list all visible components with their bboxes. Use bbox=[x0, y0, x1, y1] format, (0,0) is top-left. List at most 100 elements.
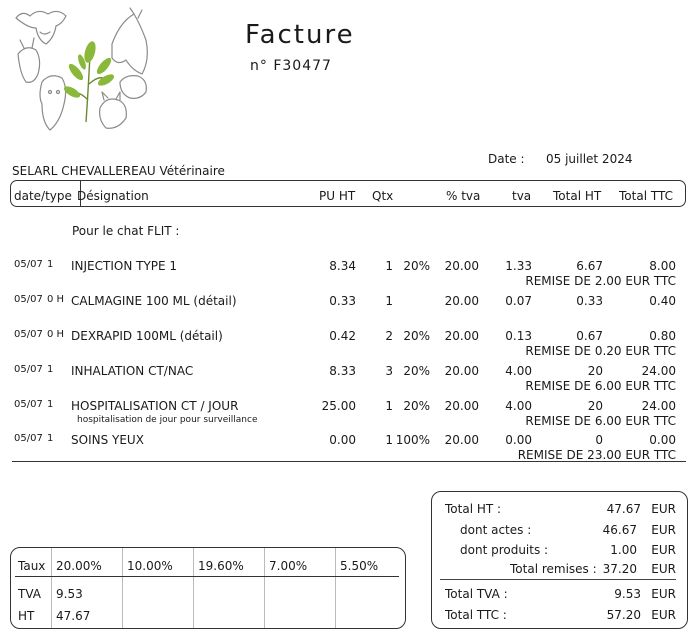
item-designation: SOINS YEUX bbox=[71, 433, 144, 447]
item-pu-ht: 0.42 bbox=[329, 329, 356, 343]
totals-rule bbox=[440, 579, 676, 580]
total-ttc-value: 57.20 bbox=[606, 608, 641, 622]
vat-column-divider bbox=[193, 548, 194, 628]
total-tva-label: Total TVA : bbox=[445, 587, 508, 601]
invoice-date: 05 juillet 2024 bbox=[546, 152, 633, 166]
item-total-ttc: 24.00 bbox=[641, 399, 676, 413]
item-qty: 2 bbox=[385, 329, 393, 343]
vat-tva-value: 9.53 bbox=[56, 587, 83, 601]
item-tva: 1.33 bbox=[505, 259, 532, 273]
currency: EUR bbox=[651, 608, 676, 622]
item-type: 1 bbox=[47, 433, 54, 444]
item-total-ht: 0.67 bbox=[576, 329, 603, 343]
item-type: 1 bbox=[47, 399, 54, 410]
total-ht-value: 47.67 bbox=[606, 502, 641, 516]
item-qty: 1 bbox=[385, 294, 393, 308]
item-qty: 1 bbox=[385, 433, 393, 447]
item-pct-tva: 20.00 bbox=[444, 433, 479, 447]
item-designation: INHALATION CT/NAC bbox=[71, 364, 194, 378]
totals-summary: Total HT : 47.67 EUR dont actes : 46.67 … bbox=[431, 491, 688, 629]
item-pu-ht: 8.34 bbox=[329, 259, 356, 273]
item-date: 05/07 bbox=[14, 433, 43, 444]
currency: EUR bbox=[651, 523, 676, 537]
item-total-ttc: 24.00 bbox=[641, 364, 676, 378]
item-discount: 20% bbox=[403, 364, 430, 378]
column-header: date/type Désignation PU HT Qtx % tva tv… bbox=[10, 180, 686, 207]
item-discount: 100% bbox=[395, 433, 430, 447]
item-type: 1 bbox=[47, 259, 54, 270]
item-qty: 1 bbox=[385, 399, 393, 413]
column-date-type: date/type bbox=[14, 189, 72, 203]
line-item: 05/07 0 H DEXRAPID 100ML (détail) 0.42 2… bbox=[0, 329, 700, 365]
item-type: 0 H bbox=[47, 329, 65, 340]
item-total-ttc: 0.40 bbox=[649, 294, 676, 308]
item-note: hospitalisation de jour pour surveillanc… bbox=[77, 415, 258, 425]
actes-label: dont actes : bbox=[460, 523, 532, 537]
item-total-ht: 6.67 bbox=[576, 259, 603, 273]
column-tva: tva bbox=[512, 189, 532, 203]
item-pct-tva: 20.00 bbox=[444, 399, 479, 413]
vat-column-divider bbox=[51, 548, 52, 628]
vat-column-divider bbox=[335, 548, 336, 628]
item-pu-ht: 0.00 bbox=[329, 433, 356, 447]
vat-ht-value: 47.67 bbox=[56, 609, 91, 623]
currency: EUR bbox=[651, 562, 676, 576]
vat-column-divider bbox=[264, 548, 265, 628]
line-item: 05/07 1 INHALATION CT/NAC 8.33 3 20% 20.… bbox=[0, 364, 700, 400]
vat-ht-label: HT bbox=[18, 609, 35, 623]
item-type: 0 H bbox=[47, 294, 65, 305]
item-pu-ht: 8.33 bbox=[329, 364, 356, 378]
line-item: 05/07 1 INJECTION TYPE 1 8.34 1 20% 20.0… bbox=[0, 259, 700, 295]
remises-value: 37.20 bbox=[602, 562, 637, 576]
line-item: 05/07 1 HOSPITALISATION CT / JOUR hospit… bbox=[0, 399, 700, 435]
item-pu-ht: 0.33 bbox=[329, 294, 356, 308]
item-date: 05/07 bbox=[14, 329, 43, 340]
currency: EUR bbox=[651, 587, 676, 601]
item-tva: 0.00 bbox=[505, 433, 532, 447]
item-date: 05/07 bbox=[14, 364, 43, 375]
item-designation: DEXRAPID 100ML (détail) bbox=[71, 329, 223, 343]
line-item: 05/07 1 SOINS YEUX 0.00 1 100% 20.00 0.0… bbox=[0, 433, 700, 469]
item-remise: REMISE DE 23.00 EUR TTC bbox=[517, 448, 676, 462]
produits-label: dont produits : bbox=[460, 543, 549, 557]
item-remise: REMISE DE 0.20 EUR TTC bbox=[525, 344, 676, 358]
column-pct-tva: % tva bbox=[446, 189, 481, 203]
item-total-ht: 20 bbox=[587, 364, 603, 378]
column-pu-ht: PU HT bbox=[319, 189, 356, 203]
items-bottom-rule bbox=[12, 461, 686, 462]
invoice-title: Facture bbox=[245, 20, 355, 50]
header-divider bbox=[80, 181, 81, 206]
actes-value: 46.67 bbox=[602, 523, 637, 537]
currency: EUR bbox=[651, 543, 676, 557]
total-tva-value: 9.53 bbox=[614, 587, 641, 601]
column-designation: Désignation bbox=[77, 189, 149, 203]
item-pct-tva: 20.00 bbox=[444, 259, 479, 273]
vat-breakdown-table: Taux 20.00% 10.00% 19.60% 7.00% 5.50% TV… bbox=[10, 547, 406, 629]
item-date: 05/07 bbox=[14, 399, 43, 410]
invoice-number: n° F30477 bbox=[250, 58, 332, 74]
total-ttc-label: Total TTC : bbox=[445, 608, 507, 622]
item-discount: 20% bbox=[403, 259, 430, 273]
item-date: 05/07 bbox=[14, 294, 43, 305]
produits-value: 1.00 bbox=[610, 543, 637, 557]
item-type: 1 bbox=[47, 364, 54, 375]
item-tva: 0.07 bbox=[505, 294, 532, 308]
section-label: Pour le chat FLIT : bbox=[72, 224, 180, 238]
item-designation: INJECTION TYPE 1 bbox=[71, 259, 178, 273]
item-designation: CALMAGINE 100 ML (détail) bbox=[71, 294, 237, 308]
item-total-ttc: 0.80 bbox=[649, 329, 676, 343]
vat-rate-label: Taux bbox=[18, 559, 46, 573]
item-pct-tva: 20.00 bbox=[444, 364, 479, 378]
item-qty: 1 bbox=[385, 259, 393, 273]
vat-column-divider bbox=[122, 548, 123, 628]
item-date: 05/07 bbox=[14, 259, 43, 270]
currency: EUR bbox=[651, 502, 676, 516]
column-qty: Qtx bbox=[372, 189, 394, 203]
vat-rate: 7.00% bbox=[269, 559, 308, 573]
line-item: 05/07 0 H CALMAGINE 100 ML (détail) 0.33… bbox=[0, 294, 700, 330]
vat-header-rule bbox=[15, 576, 399, 577]
vat-rate: 20.00% bbox=[56, 559, 102, 573]
item-tva: 4.00 bbox=[505, 399, 532, 413]
company-name: SELARL CHEVALLEREAU Vétérinaire bbox=[12, 164, 225, 178]
total-ht-label: Total HT : bbox=[445, 502, 502, 516]
